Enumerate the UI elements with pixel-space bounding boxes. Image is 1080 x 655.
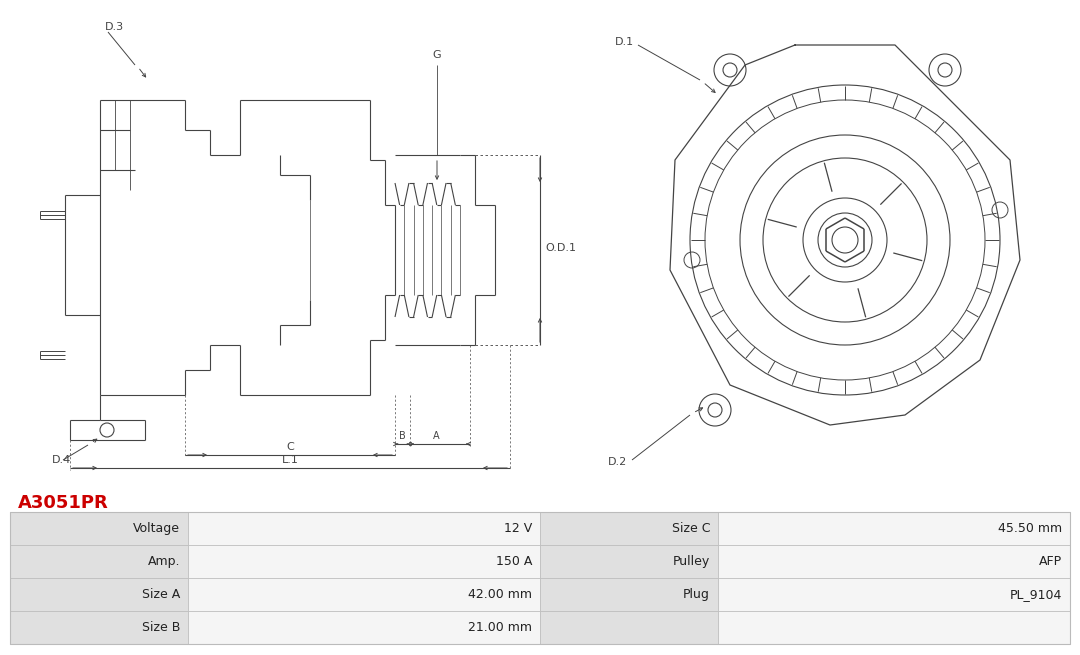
Text: D.4: D.4 [52,455,71,465]
Text: PL_9104: PL_9104 [1010,588,1062,601]
Text: 150 A: 150 A [496,555,532,568]
Bar [10,545,188,578]
Text: 45.50 mm: 45.50 mm [998,522,1062,535]
Text: G: G [433,50,442,60]
Text: A3051PR: A3051PR [18,494,109,512]
Bar [718,578,1070,611]
Text: O.D.1: O.D.1 [545,243,576,253]
Bar [540,611,718,644]
Text: A: A [433,431,440,441]
Bar [188,611,540,644]
Bar [540,578,718,611]
Bar [188,545,540,578]
Text: Voltage: Voltage [133,522,180,535]
Text: 12 V: 12 V [503,522,532,535]
Bar [10,611,188,644]
Text: 42.00 mm: 42.00 mm [468,588,532,601]
Bar [10,578,188,611]
Text: Plug: Plug [684,588,710,601]
Text: D.1: D.1 [615,37,634,47]
Text: Amp.: Amp. [148,555,180,568]
Text: L.1: L.1 [282,455,298,465]
Bar [540,545,718,578]
Bar [10,512,188,545]
Text: B: B [399,431,405,441]
Bar [718,512,1070,545]
Text: D.2: D.2 [608,457,627,467]
Text: Size C: Size C [672,522,710,535]
Text: Pulley: Pulley [673,555,710,568]
Text: D.3: D.3 [105,22,124,32]
Bar [10,512,1070,644]
Text: 21.00 mm: 21.00 mm [468,621,532,634]
Text: Size A: Size A [141,588,180,601]
Bar [718,611,1070,644]
Text: Size B: Size B [141,621,180,634]
Bar [188,512,540,545]
Bar [540,512,718,545]
Text: C: C [286,442,294,452]
Bar [718,545,1070,578]
Text: AFP: AFP [1039,555,1062,568]
Bar [188,578,540,611]
